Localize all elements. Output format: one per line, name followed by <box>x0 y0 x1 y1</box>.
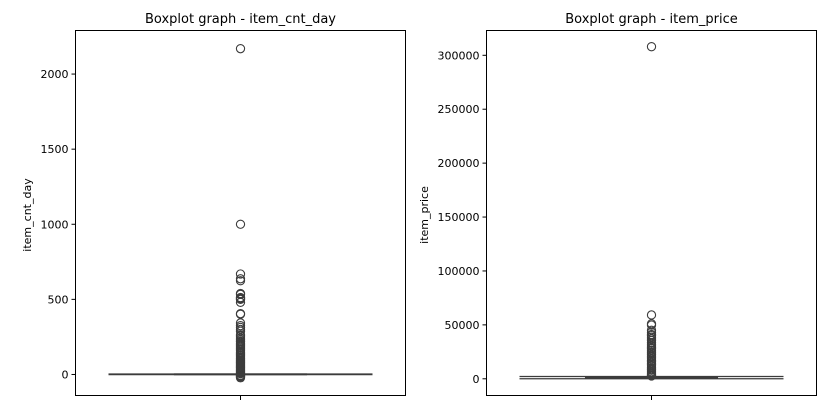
y-tick-label: 50000 <box>445 319 480 332</box>
y-tick-label: 1500 <box>41 143 69 156</box>
outlier-point <box>646 310 657 320</box>
y-tick-label: 200000 <box>438 157 480 170</box>
y-tick-label: 300000 <box>438 49 480 62</box>
outlier-point <box>235 294 246 305</box>
y-tick-label: 2000 <box>41 68 69 81</box>
chart-title: Boxplot graph - item_cnt_day <box>145 12 336 27</box>
y-axis-label: item_cnt_day <box>21 178 34 252</box>
y-tick-label: 500 <box>48 293 69 306</box>
outlier-point <box>235 44 246 54</box>
outlier-point <box>235 219 246 229</box>
box-element <box>519 375 784 380</box>
outlier-point <box>235 269 246 279</box>
chart-panel-item-cnt-day: Boxplot graph - item_cnt_day item_cnt_da… <box>21 12 406 400</box>
chart-title: Boxplot graph - item_price <box>565 12 737 27</box>
y-axis-ticks: 0 500 1000 1500 2000 <box>41 68 76 381</box>
y-axis-label: item_price <box>418 186 431 244</box>
chart-panel-item-price: Boxplot graph - item_price item_price 0 5… <box>418 12 817 400</box>
outlier-point <box>646 42 657 52</box>
y-tick-label: 250000 <box>438 103 480 116</box>
y-axis-ticks: 0 50000 100000 150000 200000 250000 300000 <box>438 49 487 386</box>
outlier-point <box>235 297 246 308</box>
y-tick-label: 1000 <box>41 218 69 231</box>
y-tick-label: 0 <box>62 368 69 381</box>
y-tick-label: 150000 <box>438 211 480 224</box>
y-tick-label: 0 <box>473 373 480 386</box>
outlier-points <box>646 42 657 381</box>
plot-frame <box>486 30 817 396</box>
box-element <box>108 373 373 376</box>
outlier-point <box>235 276 246 286</box>
y-tick-label: 100000 <box>438 265 480 278</box>
plot-frame <box>75 30 406 396</box>
outlier-point <box>646 320 657 330</box>
outlier-points <box>235 44 246 383</box>
